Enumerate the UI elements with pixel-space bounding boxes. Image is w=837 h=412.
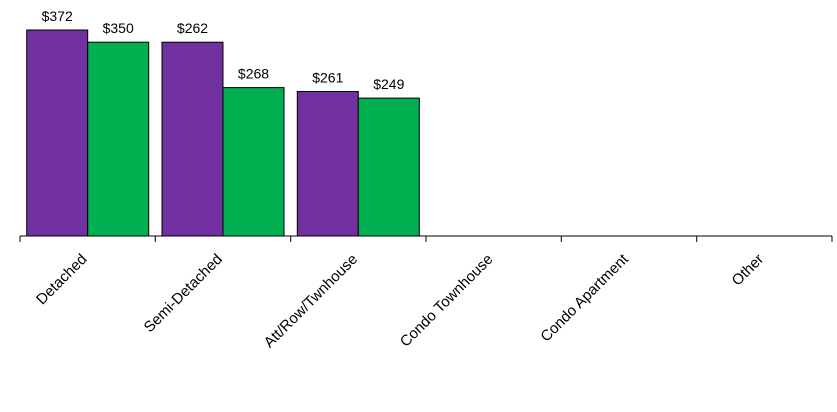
bars-layer <box>26 29 420 237</box>
data-label: $268 <box>238 66 269 82</box>
x-tick-label: Semi-Detached <box>141 251 226 336</box>
bar-1-semi-detached <box>161 41 224 237</box>
x-tick-label: Condo Apartment <box>537 250 632 345</box>
x-tick-label: Att/Row/Twnhouse <box>261 251 361 351</box>
x-tick-label: Condo Townhouse <box>397 251 497 351</box>
x-tick-label: Other <box>729 251 768 290</box>
data-label: $261 <box>312 70 343 86</box>
bar-1-att-row-twnhouse <box>296 91 359 237</box>
data-label: $372 <box>42 8 73 24</box>
bar-2-att-row-twnhouse <box>357 97 420 237</box>
x-tick-label: Detached <box>33 251 90 308</box>
x-axis: Detached Semi-Detached Att/Row/Twnhouse Con… <box>19 235 833 351</box>
data-labels-layer: $372 $350 $262 $268 $261 $249 <box>42 8 405 92</box>
data-label: $262 <box>177 20 208 36</box>
data-label: $249 <box>373 76 404 92</box>
bar-2-semi-detached <box>222 87 285 237</box>
data-label: $350 <box>103 20 134 36</box>
bar-1-detached <box>26 29 89 237</box>
bar-2-detached <box>87 41 150 237</box>
